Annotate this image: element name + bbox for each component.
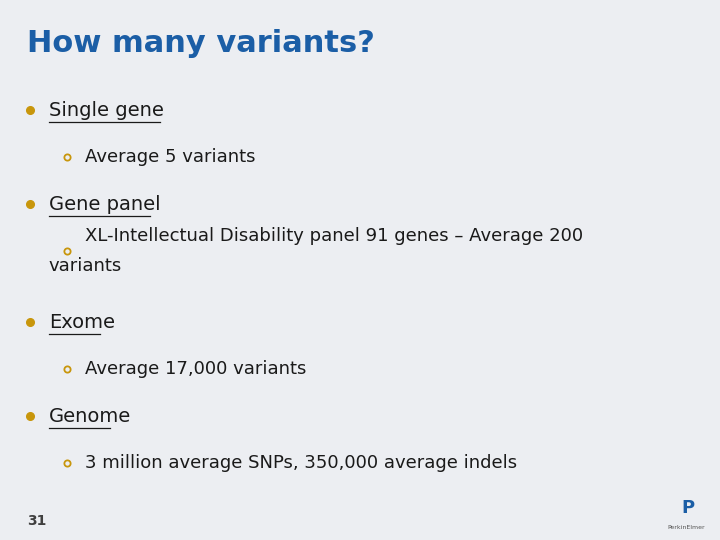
Text: variants: variants: [49, 256, 122, 275]
Text: Exome: Exome: [49, 313, 115, 332]
Text: 3 million average SNPs, 350,000 average indels: 3 million average SNPs, 350,000 average …: [85, 454, 517, 472]
Text: Single gene: Single gene: [49, 101, 164, 120]
Text: XL-Intellectual Disability panel 91 genes – Average 200: XL-Intellectual Disability panel 91 gene…: [85, 227, 583, 245]
Text: 31: 31: [27, 515, 47, 529]
Text: How many variants?: How many variants?: [27, 29, 375, 58]
Text: Average 17,000 variants: Average 17,000 variants: [85, 360, 306, 378]
Text: P: P: [682, 499, 695, 517]
Text: PerkinElmer: PerkinElmer: [667, 525, 705, 530]
Text: Gene panel: Gene panel: [49, 194, 161, 214]
Text: Average 5 variants: Average 5 variants: [85, 148, 256, 166]
Text: Genome: Genome: [49, 407, 131, 426]
